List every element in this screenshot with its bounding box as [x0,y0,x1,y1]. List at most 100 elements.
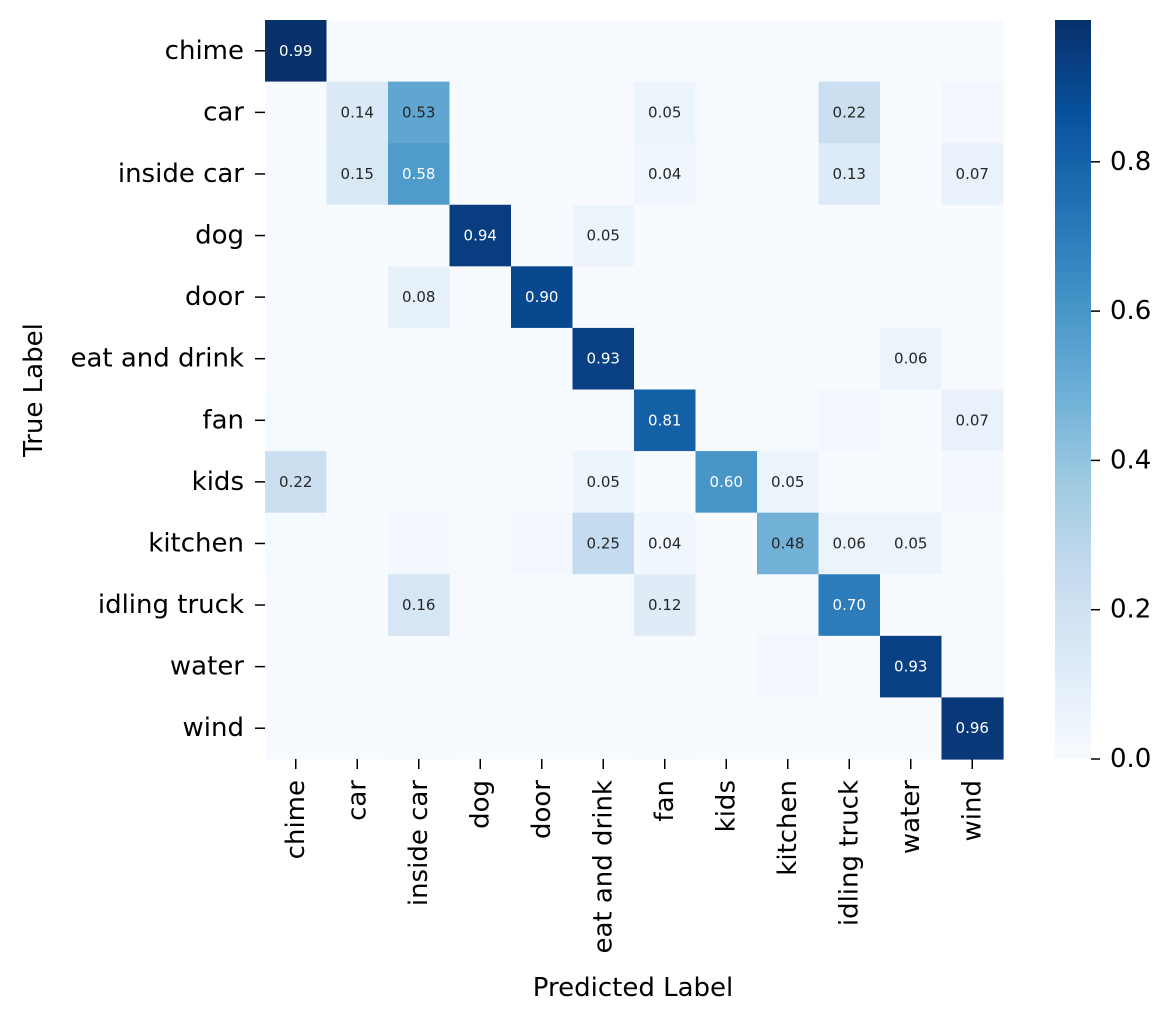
heatmap-cell-fan-water [880,389,943,452]
heatmap-cell-kids-dog [449,451,512,514]
heatmap-cell-idling-truck-idling-truck [818,574,881,637]
cell-value-label: 0.70 [833,596,866,614]
cell-value-label: 0.08 [402,288,435,306]
heatmap-cell-fan-wind [941,389,1004,452]
heatmap-cell-inside-car-kids [695,143,758,206]
heatmap-cell-eat-and-drink-dog [449,327,512,391]
heatmap-cell-water-dog [449,635,512,699]
heatmap-cell-kitchen-kids [695,512,758,575]
heatmap-cell-kitchen-door [511,512,574,575]
heatmap-cell-water-eat-and-drink [572,635,635,699]
x-tick-label-kids: kids [711,780,741,832]
heatmap-cell-eat-and-drink-wind [941,327,1004,391]
heatmap-cell-water-kids [695,635,758,699]
heatmap-cell-dog-eat-and-drink [572,204,635,267]
y-tick-label-inside-car: inside car [118,159,244,189]
heatmap-cell-wind-fan [634,697,697,760]
cell-value-label: 0.96 [956,719,989,737]
heatmap-cell-inside-car-car [326,143,389,206]
cell-value-label: 0.22 [833,103,866,121]
heatmap-cell-eat-and-drink-idling-truck [818,327,881,391]
cell-value-label: 0.81 [648,411,681,429]
cell-value-label: 0.12 [648,596,681,614]
heatmap-cell-inside-car-water [880,143,943,206]
heatmap-cell-kids-car [326,451,389,514]
heatmap-cell-door-wind [941,266,1004,329]
heatmap-cell-dog-water [880,204,943,267]
heatmap-cell-water-chime [265,635,328,699]
heatmap-cell-chime-eat-and-drink [572,20,635,83]
heatmap-cell-dog-kids [695,204,758,267]
heatmap-cell-wind-dog [449,697,512,760]
cell-value-label: 0.94 [464,227,497,245]
colorbar-tick-label: 0.6 [1110,296,1151,326]
heatmap-cell-wind-door [511,697,574,760]
heatmap-cell-fan-door [511,389,574,452]
cell-value-label: 0.53 [402,103,435,121]
cell-value-label: 0.05 [894,534,927,552]
cell-value-label: 0.04 [648,534,681,552]
cell-value-label: 0.06 [833,534,866,552]
heatmap-cell-dog-idling-truck [818,204,881,267]
x-tick-label-dog: dog [465,780,495,829]
heatmap-cell-eat-and-drink-eat-and-drink [572,327,635,391]
cell-value-label: 0.04 [648,165,681,183]
colorbar-tick-label: 0.0 [1110,744,1151,774]
heatmap-cell-kitchen-idling-truck [818,512,881,575]
heatmap-cell-idling-truck-chime [265,574,328,637]
cell-value-label: 0.15 [341,165,374,183]
y-tick-label-eat-and-drink: eat and drink [70,344,244,374]
heatmap-cell-dog-fan [634,204,697,267]
heatmap-cell-dog-kitchen [757,204,820,267]
y-tick-label-water: water [170,652,244,682]
heatmap-cell-chime-kitchen [757,20,820,83]
colorbar-tick-label: 0.8 [1110,147,1151,177]
heatmap-cell-eat-and-drink-door [511,327,574,391]
heatmap-cell-wind-wind [941,697,1004,760]
heatmap-cell-kids-inside-car [388,451,451,514]
heatmap-cell-wind-water [880,697,943,760]
heatmap-cell-kids-wind [941,451,1004,514]
x-tick-label-door: door [527,780,557,839]
heatmap-cell-idling-truck-kitchen [757,574,820,637]
heatmap-cell-eat-and-drink-fan [634,327,697,391]
heatmap-cell-chime-dog [449,20,512,83]
heatmap-cell-idling-truck-water [880,574,943,637]
heatmap-cell-kids-eat-and-drink [572,451,635,514]
x-tick-label-eat-and-drink: eat and drink [588,780,618,954]
heatmap-cell-inside-car-dog [449,143,512,206]
cell-value-label: 0.99 [279,42,312,60]
heatmap-cell-idling-truck-fan [634,574,697,637]
heatmap-cell-chime-kids [695,20,758,83]
heatmap-cell-dog-inside-car [388,204,451,267]
heatmap-cell-door-inside-car [388,266,451,329]
heatmap-cell-kitchen-car [326,512,389,575]
x-axis: chime car inside car dog door eat and drink fa… [281,759,987,954]
cell-value-label: 0.05 [587,473,620,491]
cell-value-label: 0.16 [402,596,435,614]
y-tick-label-door: door [185,282,244,312]
colorbar [1055,20,1091,759]
heatmap-cell-wind-eat-and-drink [572,697,635,760]
heatmap-cell-door-dog [449,266,512,329]
y-tick-label-car: car [203,97,244,127]
heatmap-cell-chime-car [326,20,389,83]
heatmap-cell-fan-eat-and-drink [572,389,635,452]
heatmap-cell-car-idling-truck [818,81,881,144]
colorbar-tick-label: 0.4 [1110,445,1151,475]
heatmap-cell-fan-car [326,389,389,452]
heatmap-cell-fan-kitchen [757,389,820,452]
heatmap-cell-door-kitchen [757,266,820,329]
y-axis-title: True Label [19,323,49,458]
heatmap-cell-inside-car-idling-truck [818,143,881,206]
heatmap-cell-wind-car [326,697,389,760]
heatmap-cell-kitchen-chime [265,512,328,575]
cell-value-label: 0.60 [710,473,743,491]
heatmap-cell-door-eat-and-drink [572,266,635,329]
heatmap-cell-eat-and-drink-chime [265,327,328,391]
heatmap-cell-car-car [326,81,389,144]
x-tick-label-water: water [896,780,926,854]
heatmap-cell-wind-kids [695,697,758,760]
y-tick-label-dog: dog [195,221,244,251]
cell-value-label: 0.05 [587,227,620,245]
